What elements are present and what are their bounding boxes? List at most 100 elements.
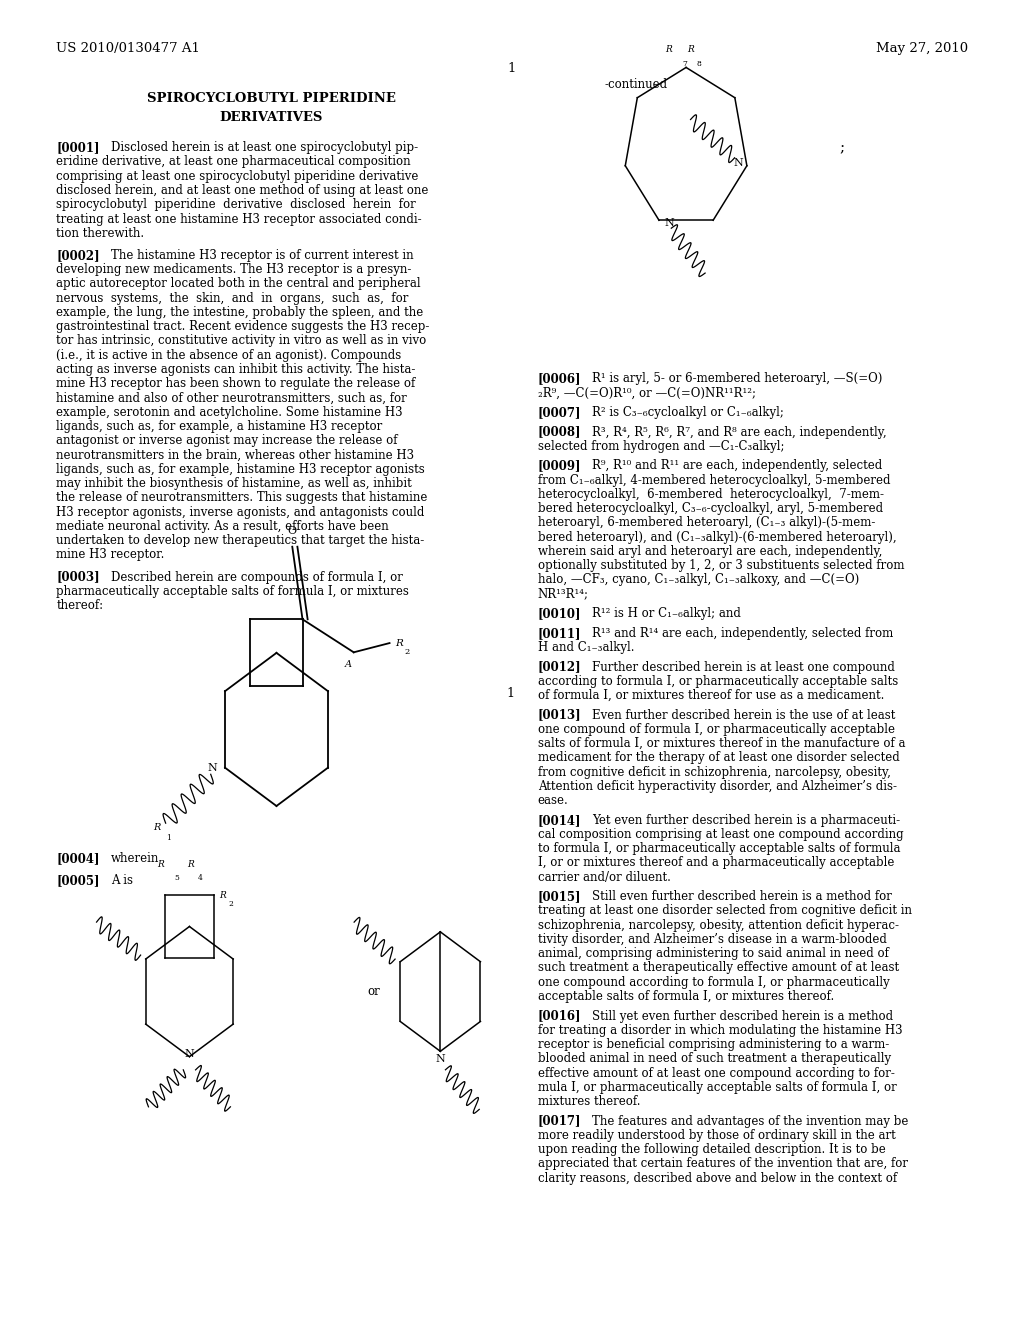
Text: cal composition comprising at least one compound according: cal composition comprising at least one … <box>538 828 903 841</box>
Text: Described herein are compounds of formula I, or: Described herein are compounds of formul… <box>111 570 402 583</box>
Text: ligands, such as, for example, histamine H3 receptor agonists: ligands, such as, for example, histamine… <box>56 463 425 475</box>
Text: R¹³ and R¹⁴ are each, independently, selected from: R¹³ and R¹⁴ are each, independently, sel… <box>592 627 893 640</box>
Text: Still yet even further described herein is a method: Still yet even further described herein … <box>592 1010 893 1023</box>
Text: treating at least one disorder selected from cognitive deficit in: treating at least one disorder selected … <box>538 904 911 917</box>
Text: N: N <box>734 158 743 168</box>
Text: [0013]: [0013] <box>538 709 582 722</box>
Text: such treatment a therapeutically effective amount of at least: such treatment a therapeutically effecti… <box>538 961 899 974</box>
Text: 1: 1 <box>508 62 516 75</box>
Text: May 27, 2010: May 27, 2010 <box>876 42 968 55</box>
Text: 5: 5 <box>174 874 179 882</box>
Text: -continued: -continued <box>604 78 668 91</box>
Text: [0011]: [0011] <box>538 627 581 640</box>
Text: US 2010/0130477 A1: US 2010/0130477 A1 <box>56 42 201 55</box>
Text: tion therewith.: tion therewith. <box>56 227 144 240</box>
Text: [0004]: [0004] <box>56 853 99 865</box>
Text: R⁹, R¹⁰ and R¹¹ are each, independently, selected: R⁹, R¹⁰ and R¹¹ are each, independently,… <box>592 459 882 473</box>
Text: pharmaceutically acceptable salts of formula I, or mixtures: pharmaceutically acceptable salts of for… <box>56 585 410 598</box>
Text: one compound of formula I, or pharmaceutically acceptable: one compound of formula I, or pharmaceut… <box>538 723 895 735</box>
Text: 8: 8 <box>696 59 701 67</box>
Text: heteroaryl, 6-membered heteroaryl, (C₁₋₃ alkyl)-(5-mem-: heteroaryl, 6-membered heteroaryl, (C₁₋₃… <box>538 516 874 529</box>
Text: R² is C₃₋₆cycloalkyl or C₁₋₆alkyl;: R² is C₃₋₆cycloalkyl or C₁₋₆alkyl; <box>592 407 783 418</box>
Text: Still even further described herein is a method for: Still even further described herein is a… <box>592 890 892 903</box>
Text: ligands, such as, for example, a histamine H3 receptor: ligands, such as, for example, a histami… <box>56 420 383 433</box>
Text: to formula I, or pharmaceutically acceptable salts of formula: to formula I, or pharmaceutically accept… <box>538 842 900 855</box>
Text: optionally substituted by 1, 2, or 3 substituents selected from: optionally substituted by 1, 2, or 3 sub… <box>538 560 904 572</box>
Text: [0016]: [0016] <box>538 1010 581 1023</box>
Text: disclosed herein, and at least one method of using at least one: disclosed herein, and at least one metho… <box>56 183 429 197</box>
Text: [0008]: [0008] <box>538 425 581 438</box>
Text: [0003]: [0003] <box>56 570 100 583</box>
Text: mula I, or pharmaceutically acceptable salts of formula I, or: mula I, or pharmaceutically acceptable s… <box>538 1081 896 1094</box>
Text: R: R <box>219 891 225 900</box>
Text: [0015]: [0015] <box>538 890 581 903</box>
Text: effective amount of at least one compound according to for-: effective amount of at least one compoun… <box>538 1067 895 1080</box>
Text: for treating a disorder in which modulating the histamine H3: for treating a disorder in which modulat… <box>538 1024 902 1036</box>
Text: or: or <box>368 985 380 998</box>
Text: animal, comprising administering to said animal in need of: animal, comprising administering to said… <box>538 948 889 960</box>
Text: Even further described herein is the use of at least: Even further described herein is the use… <box>592 709 895 722</box>
Text: the release of neurotransmitters. This suggests that histamine: the release of neurotransmitters. This s… <box>56 491 428 504</box>
Text: 7: 7 <box>682 59 687 67</box>
Text: aptic autoreceptor located both in the central and peripheral: aptic autoreceptor located both in the c… <box>56 277 421 290</box>
Text: eridine derivative, at least one pharmaceutical composition: eridine derivative, at least one pharmac… <box>56 156 411 169</box>
Text: salts of formula I, or mixtures thereof in the manufacture of a: salts of formula I, or mixtures thereof … <box>538 737 905 750</box>
Text: R¹ is aryl, 5- or 6-membered heteroaryl, —S(=O): R¹ is aryl, 5- or 6-membered heteroaryl,… <box>592 372 883 385</box>
Text: may inhibit the biosynthesis of histamine, as well as, inhibit: may inhibit the biosynthesis of histamin… <box>56 477 412 490</box>
Text: mixtures thereof.: mixtures thereof. <box>538 1096 640 1107</box>
Text: ease.: ease. <box>538 795 568 807</box>
Text: [0009]: [0009] <box>538 459 581 473</box>
Text: antagonist or inverse agonist may increase the release of: antagonist or inverse agonist may increa… <box>56 434 397 447</box>
Text: 2: 2 <box>404 648 411 656</box>
Text: [0017]: [0017] <box>538 1114 581 1127</box>
Text: halo, —CF₃, cyano, C₁₋₃alkyl, C₁₋₃alkoxy, and —C(=O): halo, —CF₃, cyano, C₁₋₃alkyl, C₁₋₃alkoxy… <box>538 573 859 586</box>
Text: 1: 1 <box>507 688 515 701</box>
Text: R¹² is H or C₁₋₆alkyl; and: R¹² is H or C₁₋₆alkyl; and <box>592 607 740 620</box>
Text: clarity reasons, described above and below in the context of: clarity reasons, described above and bel… <box>538 1172 897 1184</box>
Text: O: O <box>288 527 297 536</box>
Text: I, or or mixtures thereof and a pharmaceutically acceptable: I, or or mixtures thereof and a pharmace… <box>538 857 894 870</box>
Text: mediate neuronal activity. As a result, efforts have been: mediate neuronal activity. As a result, … <box>56 520 389 533</box>
Text: (i.e., it is active in the absence of an agonist). Compounds: (i.e., it is active in the absence of an… <box>56 348 401 362</box>
Text: selected from hydrogen and —C₁-C₃alkyl;: selected from hydrogen and —C₁-C₃alkyl; <box>538 440 784 453</box>
Text: bered heteroaryl), and (C₁₋₃alkyl)-(6-membered heteroaryl),: bered heteroaryl), and (C₁₋₃alkyl)-(6-me… <box>538 531 896 544</box>
Text: histamine and also of other neurotransmitters, such as, for: histamine and also of other neurotransmi… <box>56 392 408 404</box>
Text: comprising at least one spirocyclobutyl piperidine derivative: comprising at least one spirocyclobutyl … <box>56 170 419 182</box>
Text: blooded animal in need of such treatment a therapeutically: blooded animal in need of such treatment… <box>538 1052 891 1065</box>
Text: 2: 2 <box>228 900 233 908</box>
Text: [0007]: [0007] <box>538 407 581 418</box>
Text: one compound according to formula I, or pharmaceutically: one compound according to formula I, or … <box>538 975 890 989</box>
Text: H and C₁₋₃alkyl.: H and C₁₋₃alkyl. <box>538 642 634 653</box>
Text: N: N <box>435 1053 445 1064</box>
Text: [0002]: [0002] <box>56 249 100 261</box>
Text: DERIVATIVES: DERIVATIVES <box>220 111 323 124</box>
Text: ₂R⁹, —C(=O)R¹⁰, or —C(=O)NR¹¹R¹²;: ₂R⁹, —C(=O)R¹⁰, or —C(=O)NR¹¹R¹²; <box>538 387 756 400</box>
Text: according to formula I, or pharmaceutically acceptable salts: according to formula I, or pharmaceutica… <box>538 675 898 688</box>
Text: thereof:: thereof: <box>56 599 103 612</box>
Text: Yet even further described herein is a pharmaceuti-: Yet even further described herein is a p… <box>592 813 900 826</box>
Text: example, serotonin and acetylcholine. Some histamine H3: example, serotonin and acetylcholine. So… <box>56 405 403 418</box>
Text: [0010]: [0010] <box>538 607 581 620</box>
Text: nervous  systems,  the  skin,  and  in  organs,  such  as,  for: nervous systems, the skin, and in organs… <box>56 292 409 305</box>
Text: undertaken to develop new therapeutics that target the hista-: undertaken to develop new therapeutics t… <box>56 535 425 546</box>
Text: The histamine H3 receptor is of current interest in: The histamine H3 receptor is of current … <box>111 249 414 261</box>
Text: R: R <box>394 639 402 648</box>
Text: R³, R⁴, R⁵, R⁶, R⁷, and R⁸ are each, independently,: R³, R⁴, R⁵, R⁶, R⁷, and R⁸ are each, ind… <box>592 425 887 438</box>
Text: R: R <box>687 45 694 54</box>
Text: H3 receptor agonists, inverse agonists, and antagonists could: H3 receptor agonists, inverse agonists, … <box>56 506 425 519</box>
Text: [0005]: [0005] <box>56 874 99 887</box>
Text: upon reading the following detailed description. It is to be: upon reading the following detailed desc… <box>538 1143 886 1156</box>
Text: wherein said aryl and heteroaryl are each, independently,: wherein said aryl and heteroaryl are eac… <box>538 545 882 558</box>
Text: neurotransmitters in the brain, whereas other histamine H3: neurotransmitters in the brain, whereas … <box>56 449 415 462</box>
Text: tor has intrinsic, constitutive activity in vitro as well as in vivo: tor has intrinsic, constitutive activity… <box>56 334 427 347</box>
Text: A: A <box>345 660 352 669</box>
Text: 1: 1 <box>166 834 171 842</box>
Text: bered heterocycloalkyl, C₃₋₆-cycloalkyl, aryl, 5-membered: bered heterocycloalkyl, C₃₋₆-cycloalkyl,… <box>538 502 883 515</box>
Text: 4: 4 <box>198 874 203 882</box>
Text: [0014]: [0014] <box>538 813 581 826</box>
Text: Attention deficit hyperactivity disorder, and Alzheimer’s dis-: Attention deficit hyperactivity disorder… <box>538 780 897 793</box>
Text: acceptable salts of formula I, or mixtures thereof.: acceptable salts of formula I, or mixtur… <box>538 990 834 1003</box>
Text: [0012]: [0012] <box>538 660 582 673</box>
Text: schizophrenia, narcolepsy, obesity, attention deficit hyperac-: schizophrenia, narcolepsy, obesity, atte… <box>538 919 899 932</box>
Text: R: R <box>665 45 672 54</box>
